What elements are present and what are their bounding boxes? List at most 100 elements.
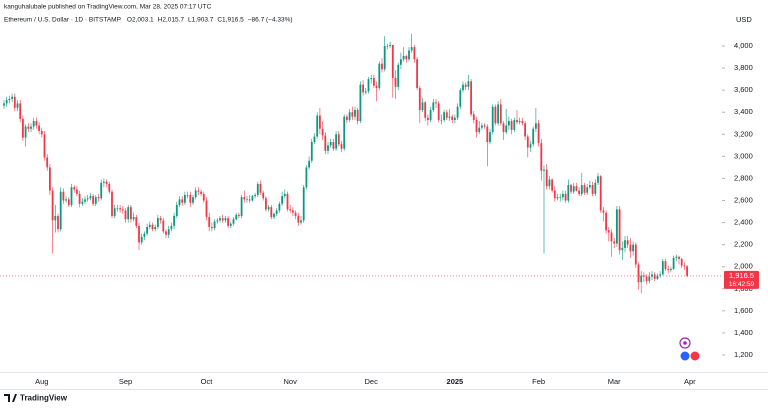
candle-body xyxy=(616,209,618,244)
candle-body xyxy=(491,106,494,133)
candle-body xyxy=(508,121,510,126)
candle-body xyxy=(672,257,675,269)
candle-body xyxy=(572,186,575,192)
candle-body xyxy=(165,231,167,235)
candle-body xyxy=(27,126,30,129)
candle-body xyxy=(54,215,57,221)
candle-body xyxy=(86,198,89,200)
candle-body xyxy=(489,132,491,143)
candle-body xyxy=(626,240,629,245)
candle-body xyxy=(416,59,418,88)
candle-body xyxy=(618,209,621,251)
candle-body xyxy=(78,193,81,204)
y-tick-label: 4,000 xyxy=(734,41,753,50)
candle-body xyxy=(251,196,254,201)
candle-body xyxy=(319,115,321,129)
candle-body xyxy=(246,199,248,201)
candle-body xyxy=(267,207,270,210)
candle-body xyxy=(130,207,132,220)
candle-body xyxy=(22,118,24,138)
candle-body xyxy=(602,210,605,213)
candle-body xyxy=(208,217,211,227)
candle-body xyxy=(437,103,440,120)
candle-body xyxy=(537,123,540,144)
y-tick-label: 3,200 xyxy=(734,129,753,138)
candle-body xyxy=(348,112,351,120)
candle-body xyxy=(62,191,65,201)
candle-body xyxy=(597,176,599,183)
event-icon-dot xyxy=(683,341,687,345)
candle-body xyxy=(340,144,343,149)
candle-body xyxy=(599,176,602,211)
candle-body xyxy=(329,142,332,146)
candle-body xyxy=(578,190,580,194)
candle-body xyxy=(610,232,613,242)
candle-body xyxy=(162,220,165,232)
candle-body xyxy=(238,214,240,216)
candle-body xyxy=(51,190,54,221)
candle-body xyxy=(132,217,135,220)
candle-body xyxy=(335,134,337,149)
last-price-tag xyxy=(724,270,759,289)
candle-body xyxy=(559,197,562,198)
candle-body xyxy=(683,265,686,267)
candle-body xyxy=(556,197,559,199)
legend-value: L1,903.7 xyxy=(188,17,214,24)
candle-body xyxy=(478,127,481,133)
candle-body xyxy=(464,84,467,87)
candle-body xyxy=(265,198,267,210)
candle-body xyxy=(518,121,521,123)
candle-body xyxy=(607,230,610,233)
candle-body xyxy=(232,219,235,224)
candle-body xyxy=(321,128,324,136)
candle-body xyxy=(499,104,502,124)
candle-body xyxy=(524,123,526,137)
candle-body xyxy=(656,275,659,279)
candle-body xyxy=(205,200,208,218)
candle-body xyxy=(440,119,443,121)
candle-body xyxy=(43,134,46,158)
candle-body xyxy=(300,220,302,223)
candle-body xyxy=(5,100,8,104)
candle-body xyxy=(294,212,297,216)
candle-body xyxy=(451,116,454,120)
candle-body xyxy=(259,183,262,193)
candle-body xyxy=(3,103,5,106)
candle-body xyxy=(659,274,661,276)
candle-body xyxy=(637,264,640,283)
candle-body xyxy=(346,116,348,120)
candle-body xyxy=(170,225,173,230)
candle-body xyxy=(46,157,49,168)
candle-body xyxy=(92,196,94,204)
legend-value: H2,015.7 xyxy=(158,17,185,24)
candle-body xyxy=(216,220,219,222)
candle-body xyxy=(497,104,499,124)
candle-body xyxy=(548,179,551,187)
candle-body xyxy=(405,55,408,60)
legend-value: C1,916.5 xyxy=(217,17,244,24)
candle-body xyxy=(456,106,459,118)
candle-body xyxy=(140,236,143,243)
candle-body xyxy=(135,217,138,226)
candle-body xyxy=(551,179,553,191)
candle-body xyxy=(186,194,189,196)
candle-body xyxy=(292,210,294,213)
candle-body xyxy=(510,121,513,130)
candle-body xyxy=(562,193,564,198)
candle-body xyxy=(94,197,97,204)
candle-body xyxy=(526,136,529,148)
candle-body xyxy=(202,193,205,201)
candle-body xyxy=(119,208,121,210)
candle-body xyxy=(121,209,124,211)
candle-body xyxy=(32,121,35,127)
candle-body xyxy=(343,116,346,149)
candle-body xyxy=(413,47,416,60)
candle-body xyxy=(462,84,464,91)
candle-body xyxy=(383,46,386,70)
candle-body xyxy=(580,185,583,194)
candle-body xyxy=(567,185,570,201)
candle-body xyxy=(297,215,300,223)
candle-body xyxy=(159,218,162,221)
candle-body xyxy=(418,87,421,111)
candle-body xyxy=(470,81,472,115)
